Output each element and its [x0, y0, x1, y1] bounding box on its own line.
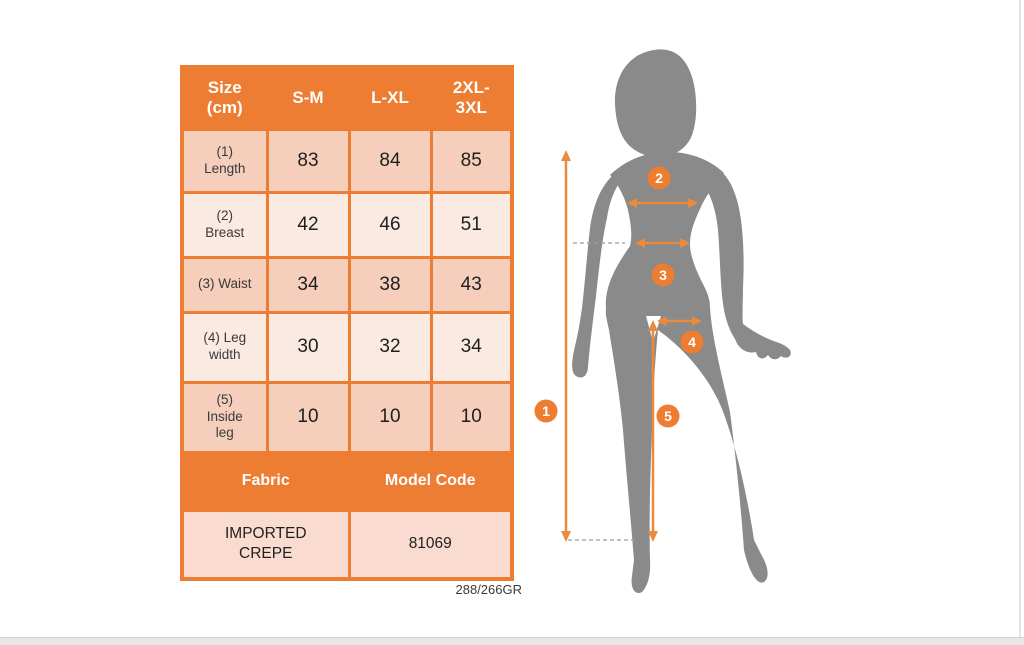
value-cell: 38 [347, 255, 433, 314]
value-cell: 34 [265, 255, 351, 314]
row-label: (1) Length [180, 127, 269, 194]
breast-arrow [627, 198, 698, 208]
header-2xl-3xl: 2XL- 3XL [429, 65, 514, 131]
inside-leg-arrow [648, 320, 658, 542]
leg-width-arrow [657, 316, 702, 326]
value-cell: 10 [429, 380, 514, 454]
svg-text:1: 1 [542, 403, 550, 419]
value-cell: 46 [347, 190, 433, 259]
value-cell: 42 [265, 190, 351, 259]
header-s-m: S-M [265, 65, 351, 131]
body-silhouette-torso [605, 152, 768, 594]
header-l-xl: L-XL [347, 65, 433, 131]
fabric-header-row: Fabric Model Code [180, 450, 514, 512]
length-arrow [561, 150, 571, 542]
fabric-value: IMPORTED CREPE [180, 508, 351, 581]
value-cell: 51 [429, 190, 514, 259]
row-label: (4) Leg width [180, 310, 269, 384]
fabric-header: Fabric [180, 450, 351, 512]
value-cell: 30 [265, 310, 351, 384]
value-cell: 10 [265, 380, 351, 454]
size-chart-table: Size (cm) S-M L-XL 2XL- 3XL (1) Length 8… [180, 65, 514, 581]
table-header-row: Size (cm) S-M L-XL 2XL- 3XL [180, 65, 514, 131]
table-row: (5) Inside leg 10 10 10 [180, 380, 514, 454]
model-code-value: 81069 [347, 508, 514, 581]
value-cell: 32 [347, 310, 433, 384]
measure-marker-2: 2 [647, 166, 671, 190]
value-cell: 43 [429, 255, 514, 314]
value-cell: 83 [265, 127, 351, 194]
table-row: (2) Breast 42 46 51 [180, 190, 514, 259]
svg-text:4: 4 [688, 334, 696, 350]
header-size-cm: Size (cm) [180, 65, 269, 131]
row-label: (3) Waist [180, 255, 269, 314]
table-row: (3) Waist 34 38 43 [180, 255, 514, 314]
value-cell: 84 [347, 127, 433, 194]
measure-marker-5: 5 [656, 404, 680, 428]
value-cell: 10 [347, 380, 433, 454]
fabric-value-row: IMPORTED CREPE 81069 [180, 508, 514, 581]
body-silhouette-left-arm [572, 172, 625, 378]
value-cell: 34 [429, 310, 514, 384]
svg-text:3: 3 [659, 267, 667, 283]
row-label: (2) Breast [180, 190, 269, 259]
row-label: (5) Inside leg [180, 380, 269, 454]
value-cell: 85 [429, 127, 514, 194]
waist-arrow [635, 238, 690, 248]
page-bottom-bar [0, 637, 1024, 645]
measurement-figure: 1 2 3 4 5 [530, 30, 800, 610]
table-row: (4) Leg width 30 32 34 [180, 310, 514, 384]
body-silhouette-head [614, 49, 697, 158]
model-code-header: Model Code [347, 450, 514, 512]
svg-text:5: 5 [664, 408, 672, 424]
body-silhouette-right-arm [700, 170, 791, 360]
style-code-text: 288/266GR [455, 582, 523, 597]
table-row: (1) Length 83 84 85 [180, 127, 514, 194]
page-right-border [1019, 0, 1021, 637]
measure-marker-4: 4 [680, 330, 704, 354]
measure-marker-1: 1 [534, 399, 558, 423]
measure-marker-3: 3 [651, 263, 675, 287]
svg-text:2: 2 [655, 170, 663, 186]
